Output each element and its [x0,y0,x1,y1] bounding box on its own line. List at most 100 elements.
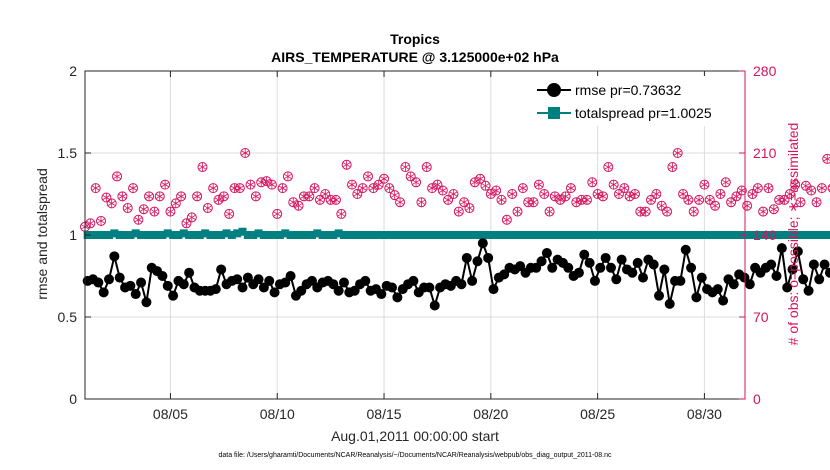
rmse-point [461,252,472,263]
totalspread-point [388,231,397,239]
obs-point [464,203,475,214]
totalspread-point [329,231,338,239]
obs-point [747,189,758,199]
obs-point [245,179,256,190]
rmse-point [595,262,606,273]
rmse-point [664,298,675,309]
totalspread-point [542,231,551,239]
totalspread-point [809,231,818,239]
totalspread-point [825,231,830,239]
totalspread-point [190,231,199,239]
rmse-point [376,289,387,300]
rmse-point [648,259,659,270]
totalspread-point [142,231,151,239]
obs-point [138,204,149,215]
x-tick-label: 08/25 [580,406,615,422]
obs-point [416,197,427,208]
data-file-footer: data file: /Users/gharamti/Documents/NCA… [218,452,612,459]
obs-point [678,189,689,199]
obs-point [181,218,192,229]
totalspread-point [179,229,188,238]
totalspread-point [334,229,343,238]
obs-point [662,206,673,217]
y-axis-label: rmse and totalspread [34,168,50,300]
rmse-point [114,272,125,283]
obs-point [790,179,801,190]
totalspread-point [783,231,792,239]
obs-point [320,189,331,199]
obs-point [459,197,470,208]
totalspread-point [345,231,354,239]
totalspread-point [799,231,808,239]
rmse-point [125,280,136,291]
y2-tick-label: 70 [753,309,769,325]
y-tick-label: 2 [69,63,77,79]
rmse-point [141,297,152,308]
totalspread-point [649,231,658,239]
totalspread-point [238,227,247,236]
totalspread-point [639,231,648,239]
rmse-point [477,238,488,249]
obs-point [112,171,123,182]
obs-point [672,148,683,158]
obs-point [603,162,614,173]
obs-point [539,189,550,199]
legend-rmse-marker [547,83,561,97]
rmse-point [472,256,483,267]
totalspread-point [580,231,589,239]
x-tick-label: 08/15 [367,406,402,422]
totalspread-point [297,231,306,239]
totalspread-point [377,231,386,239]
rmse-point [168,290,179,301]
rmse-point [728,279,739,290]
obs-point [379,173,390,184]
totalspread-point [703,231,712,239]
obs-point [395,197,406,208]
rmse-point [798,274,809,285]
legend-box [532,76,742,126]
totalspread-point [99,231,108,239]
totalspread-point [115,231,124,239]
obs-point [656,200,667,211]
obs-point [806,185,817,196]
rmse-point [680,244,691,255]
rmse-point [178,279,189,290]
rmse-point [541,248,552,259]
obs-point [96,215,107,226]
chart-subtitle: AIRS_TEMPERATURE @ 3.125000e+02 hPa [271,49,559,65]
totalspread-point [745,231,754,239]
totalspread-point [169,231,178,239]
obs-point [421,162,432,173]
obs-point [507,189,518,199]
obs-point [608,179,619,190]
totalspread-point [222,229,231,238]
rmse-point [776,243,787,254]
obs-point [619,183,630,194]
totalspread-point [681,231,690,239]
obs-point [266,179,277,190]
totalspread-point [131,229,140,238]
rmse-point [338,277,349,288]
rmse-point [547,262,558,273]
obs-point [758,206,769,217]
totalspread-point [275,231,284,239]
totalspread-point [265,231,274,239]
totalspread-point [617,231,626,239]
obs-point [165,206,176,217]
y-tick-label: 0.5 [58,309,78,325]
obs-point [384,183,395,194]
obs-point [512,206,523,217]
totalspread-point [553,231,562,239]
totalspread-point [612,231,621,239]
totalspread-point [526,231,535,239]
totalspread-point [462,231,471,239]
obs-point [336,208,347,219]
totalspread-point [484,231,493,239]
rmse-point [563,262,574,273]
totalspread-point [510,231,519,239]
totalspread-point [89,231,98,239]
obs-point [341,159,352,170]
obs-point [694,194,705,205]
obs-point [646,194,657,205]
